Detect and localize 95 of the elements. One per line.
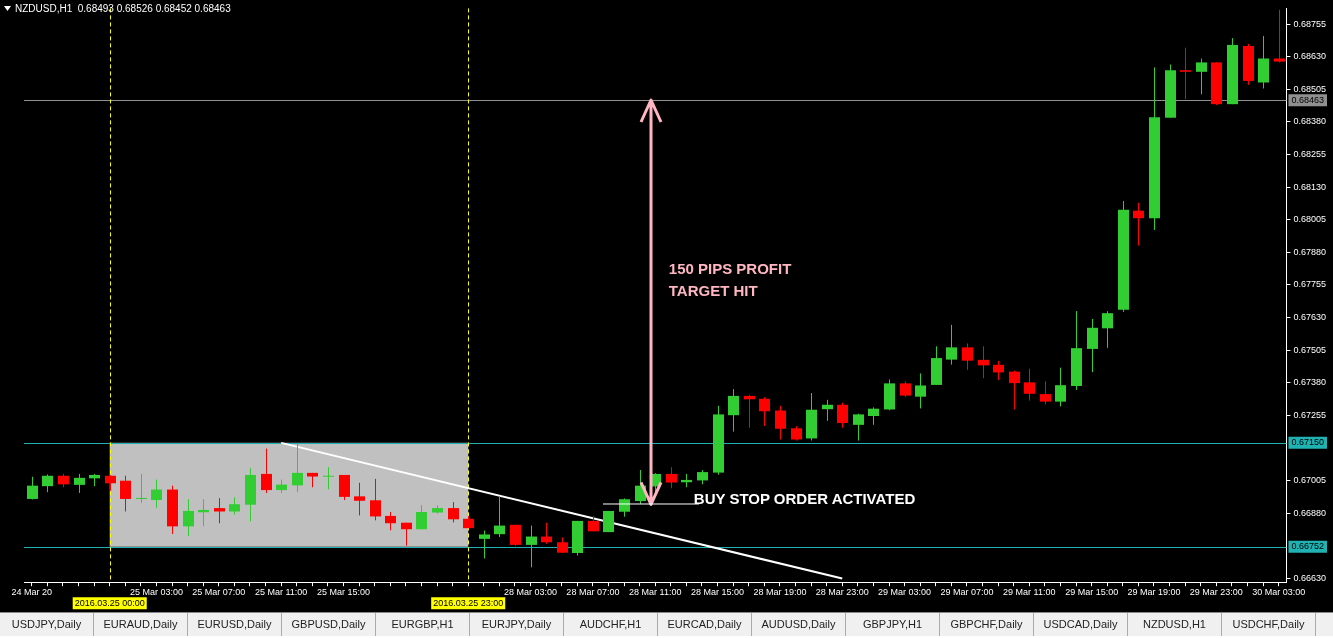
- y-tick-label: 0.68755: [1293, 18, 1327, 29]
- candlestick: [136, 473, 147, 504]
- x-tick-label: 25 Mar 03:00: [129, 587, 183, 598]
- ref-line-label: 0.66752: [1291, 541, 1325, 552]
- y-tick-label: 0.68255: [1293, 149, 1327, 160]
- y-tick-label: 0.68005: [1293, 214, 1327, 225]
- text: USDJPY,Daily: [0, 613, 94, 636]
- x-tick-label: 29 Mar 15:00: [1065, 587, 1119, 598]
- candlestick: [448, 501, 459, 523]
- text: EURGBP,H1: [376, 613, 470, 636]
- candlestick: [853, 413, 864, 442]
- candlestick: [993, 360, 1004, 381]
- x-tick-label: 29 Mar 03:00: [878, 587, 932, 598]
- candlestick: [292, 443, 303, 493]
- x-tick-label: 30 Mar 03:00: [1252, 587, 1306, 598]
- candlestick: [1040, 380, 1051, 405]
- text: GBPUSD,Daily: [282, 613, 376, 636]
- candlestick: [759, 396, 770, 427]
- x-tick-label: 28 Mar 19:00: [753, 587, 807, 598]
- text: EURJPY,Daily: [470, 613, 564, 636]
- candlestick: [416, 504, 427, 530]
- candlestick: [1274, 9, 1285, 63]
- candlestick: [370, 478, 381, 521]
- text: USDCAD,Daily: [1034, 613, 1128, 636]
- x-tick-label: 24 Mar 20: [11, 587, 53, 598]
- y-tick-label: 0.68130: [1293, 181, 1327, 192]
- y-tick-label: 0.67755: [1293, 279, 1327, 290]
- ref-line-label: 0.67150: [1291, 437, 1325, 448]
- candlestick: [120, 475, 131, 512]
- y-tick-label: 0.68380: [1293, 116, 1327, 127]
- x-tick-label: 2016.03.25 23:00: [433, 597, 504, 608]
- candlestick: [915, 372, 926, 409]
- y-tick-label: 0.67880: [1293, 246, 1327, 257]
- candlestick: [385, 511, 396, 531]
- text: GBPCHF,Daily: [940, 613, 1034, 636]
- candlestick: [728, 388, 739, 433]
- x-tick-label: 29 Mar 19:00: [1127, 587, 1181, 598]
- candlestick: [494, 495, 505, 538]
- candlestick: [822, 399, 833, 422]
- y-tick-label: 0.67505: [1293, 344, 1327, 355]
- x-tick-label: 2016.03.25 00:00: [74, 597, 145, 608]
- candlestick: [775, 405, 786, 440]
- candlestick: [354, 482, 365, 516]
- y-tick-label: 0.66630: [1293, 573, 1327, 584]
- candlestick: [1102, 310, 1113, 349]
- text: EURUSD,Daily: [188, 613, 282, 636]
- candlestick: [837, 402, 848, 429]
- y-tick-label: 0.66880: [1293, 507, 1327, 518]
- candlestick: [1196, 58, 1207, 95]
- text: EURAUD,Daily: [94, 613, 188, 636]
- y-tick-label: 0.67255: [1293, 409, 1327, 420]
- x-tick-label: 28 Mar 15:00: [691, 587, 745, 598]
- text: NZDUSD,H1: [1128, 613, 1222, 636]
- candlestick: [1133, 202, 1144, 247]
- x-tick-label: 29 Mar 07:00: [940, 587, 994, 598]
- candlestick: [1009, 370, 1020, 410]
- candlestick: [151, 479, 162, 509]
- candlestick: [1087, 318, 1098, 373]
- x-tick-label: 29 Mar 11:00: [1003, 587, 1056, 598]
- ref-line-label: 0.68463: [1291, 94, 1325, 105]
- candlestick: [1180, 47, 1191, 100]
- x-tick-label: 25 Mar 15:00: [316, 587, 371, 598]
- candlestick: [666, 466, 677, 489]
- y-tick-label: 0.67380: [1293, 377, 1327, 388]
- x-tick-label: 28 Mar 07:00: [566, 587, 620, 598]
- text: EURCAD,Daily: [658, 613, 752, 636]
- x-tick-label: 25 Mar 07:00: [192, 587, 246, 598]
- candlestick: [526, 525, 537, 568]
- y-tick-label: 0.67005: [1293, 475, 1327, 486]
- x-tick-label: 28 Mar 23:00: [815, 587, 869, 598]
- candlestick: [261, 448, 272, 494]
- candlestick: [339, 474, 350, 501]
- y-tick-label: 0.68630: [1293, 51, 1327, 62]
- text: AUDCHF,H1: [564, 613, 658, 636]
- x-tick-label: 25 Mar 11:00: [254, 587, 308, 598]
- x-tick-label: 28 Mar 11:00: [629, 587, 682, 598]
- candlestick: [1024, 368, 1035, 402]
- y-tick-label: 0.68505: [1293, 83, 1327, 94]
- candlestick: [183, 498, 194, 537]
- annotation: 150 PIPS PROFIT TARGET HIT: [668, 259, 793, 301]
- candlestick: [74, 473, 85, 494]
- candlestick: [978, 345, 989, 379]
- x-tick-label: 28 Mar 03:00: [504, 587, 558, 598]
- candlestick: [1055, 367, 1066, 407]
- candlestick: [323, 466, 334, 490]
- y-tick-label: 0.67630: [1293, 312, 1327, 323]
- candlestick: [479, 530, 490, 559]
- text: USDCHF,Daily: [1222, 613, 1316, 636]
- text: AUDUSD,Daily: [752, 613, 846, 636]
- x-tick-label: 29 Mar 23:00: [1189, 587, 1243, 598]
- chart-title: NZDUSD,H1 0.68493 0.68526 0.68452 0.68463: [15, 3, 231, 14]
- annotation: BUY STOP ORDER ACTIVATED: [693, 488, 916, 509]
- candlestick: [946, 324, 957, 366]
- candlestick: [962, 342, 973, 371]
- text: GBPJPY,H1: [846, 613, 940, 636]
